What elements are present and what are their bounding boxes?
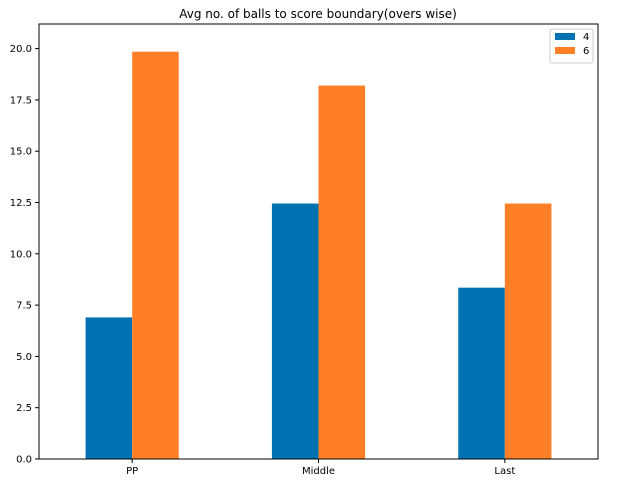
x-tick-label: Middle <box>302 466 335 477</box>
plot-frame <box>38 23 599 460</box>
bar-last-series-6 <box>504 203 552 459</box>
y-tick-label: 7.5 <box>16 301 32 312</box>
x-axis-ticks: PP Middle Last <box>126 459 515 477</box>
legend-label-6: 6 <box>583 46 589 57</box>
bar-pp-series-4 <box>85 317 133 459</box>
bar-middle-series-6 <box>318 85 366 459</box>
legend: 46 <box>549 28 594 64</box>
y-tick-label: 10.0 <box>10 249 32 260</box>
bar-pp-series-6 <box>132 51 179 459</box>
y-tick-label: 15.0 <box>10 147 32 158</box>
bar-middle-series-4 <box>271 203 319 459</box>
legend-swatch-4 <box>555 33 575 40</box>
y-tick-label: 2.5 <box>16 403 32 414</box>
bars-group <box>85 51 552 459</box>
x-tick-label: PP <box>126 466 138 477</box>
legend-label-4: 4 <box>583 32 589 43</box>
y-tick-label: 17.5 <box>10 95 32 106</box>
y-axis-ticks: 0.0 2.5 5.0 7.5 10.0 12.5 15.0 17.5 20.0 <box>10 44 39 466</box>
x-tick-label: Last <box>494 466 515 477</box>
y-tick-label: 12.5 <box>10 198 32 209</box>
chart-title: Avg no. of balls to score boundary(overs… <box>179 7 457 21</box>
y-tick-label: 20.0 <box>10 44 32 55</box>
y-tick-label: 5.0 <box>16 352 32 363</box>
bar-last-series-4 <box>458 287 505 459</box>
legend-swatch-6 <box>555 47 575 54</box>
y-tick-label: 0.0 <box>16 455 32 466</box>
